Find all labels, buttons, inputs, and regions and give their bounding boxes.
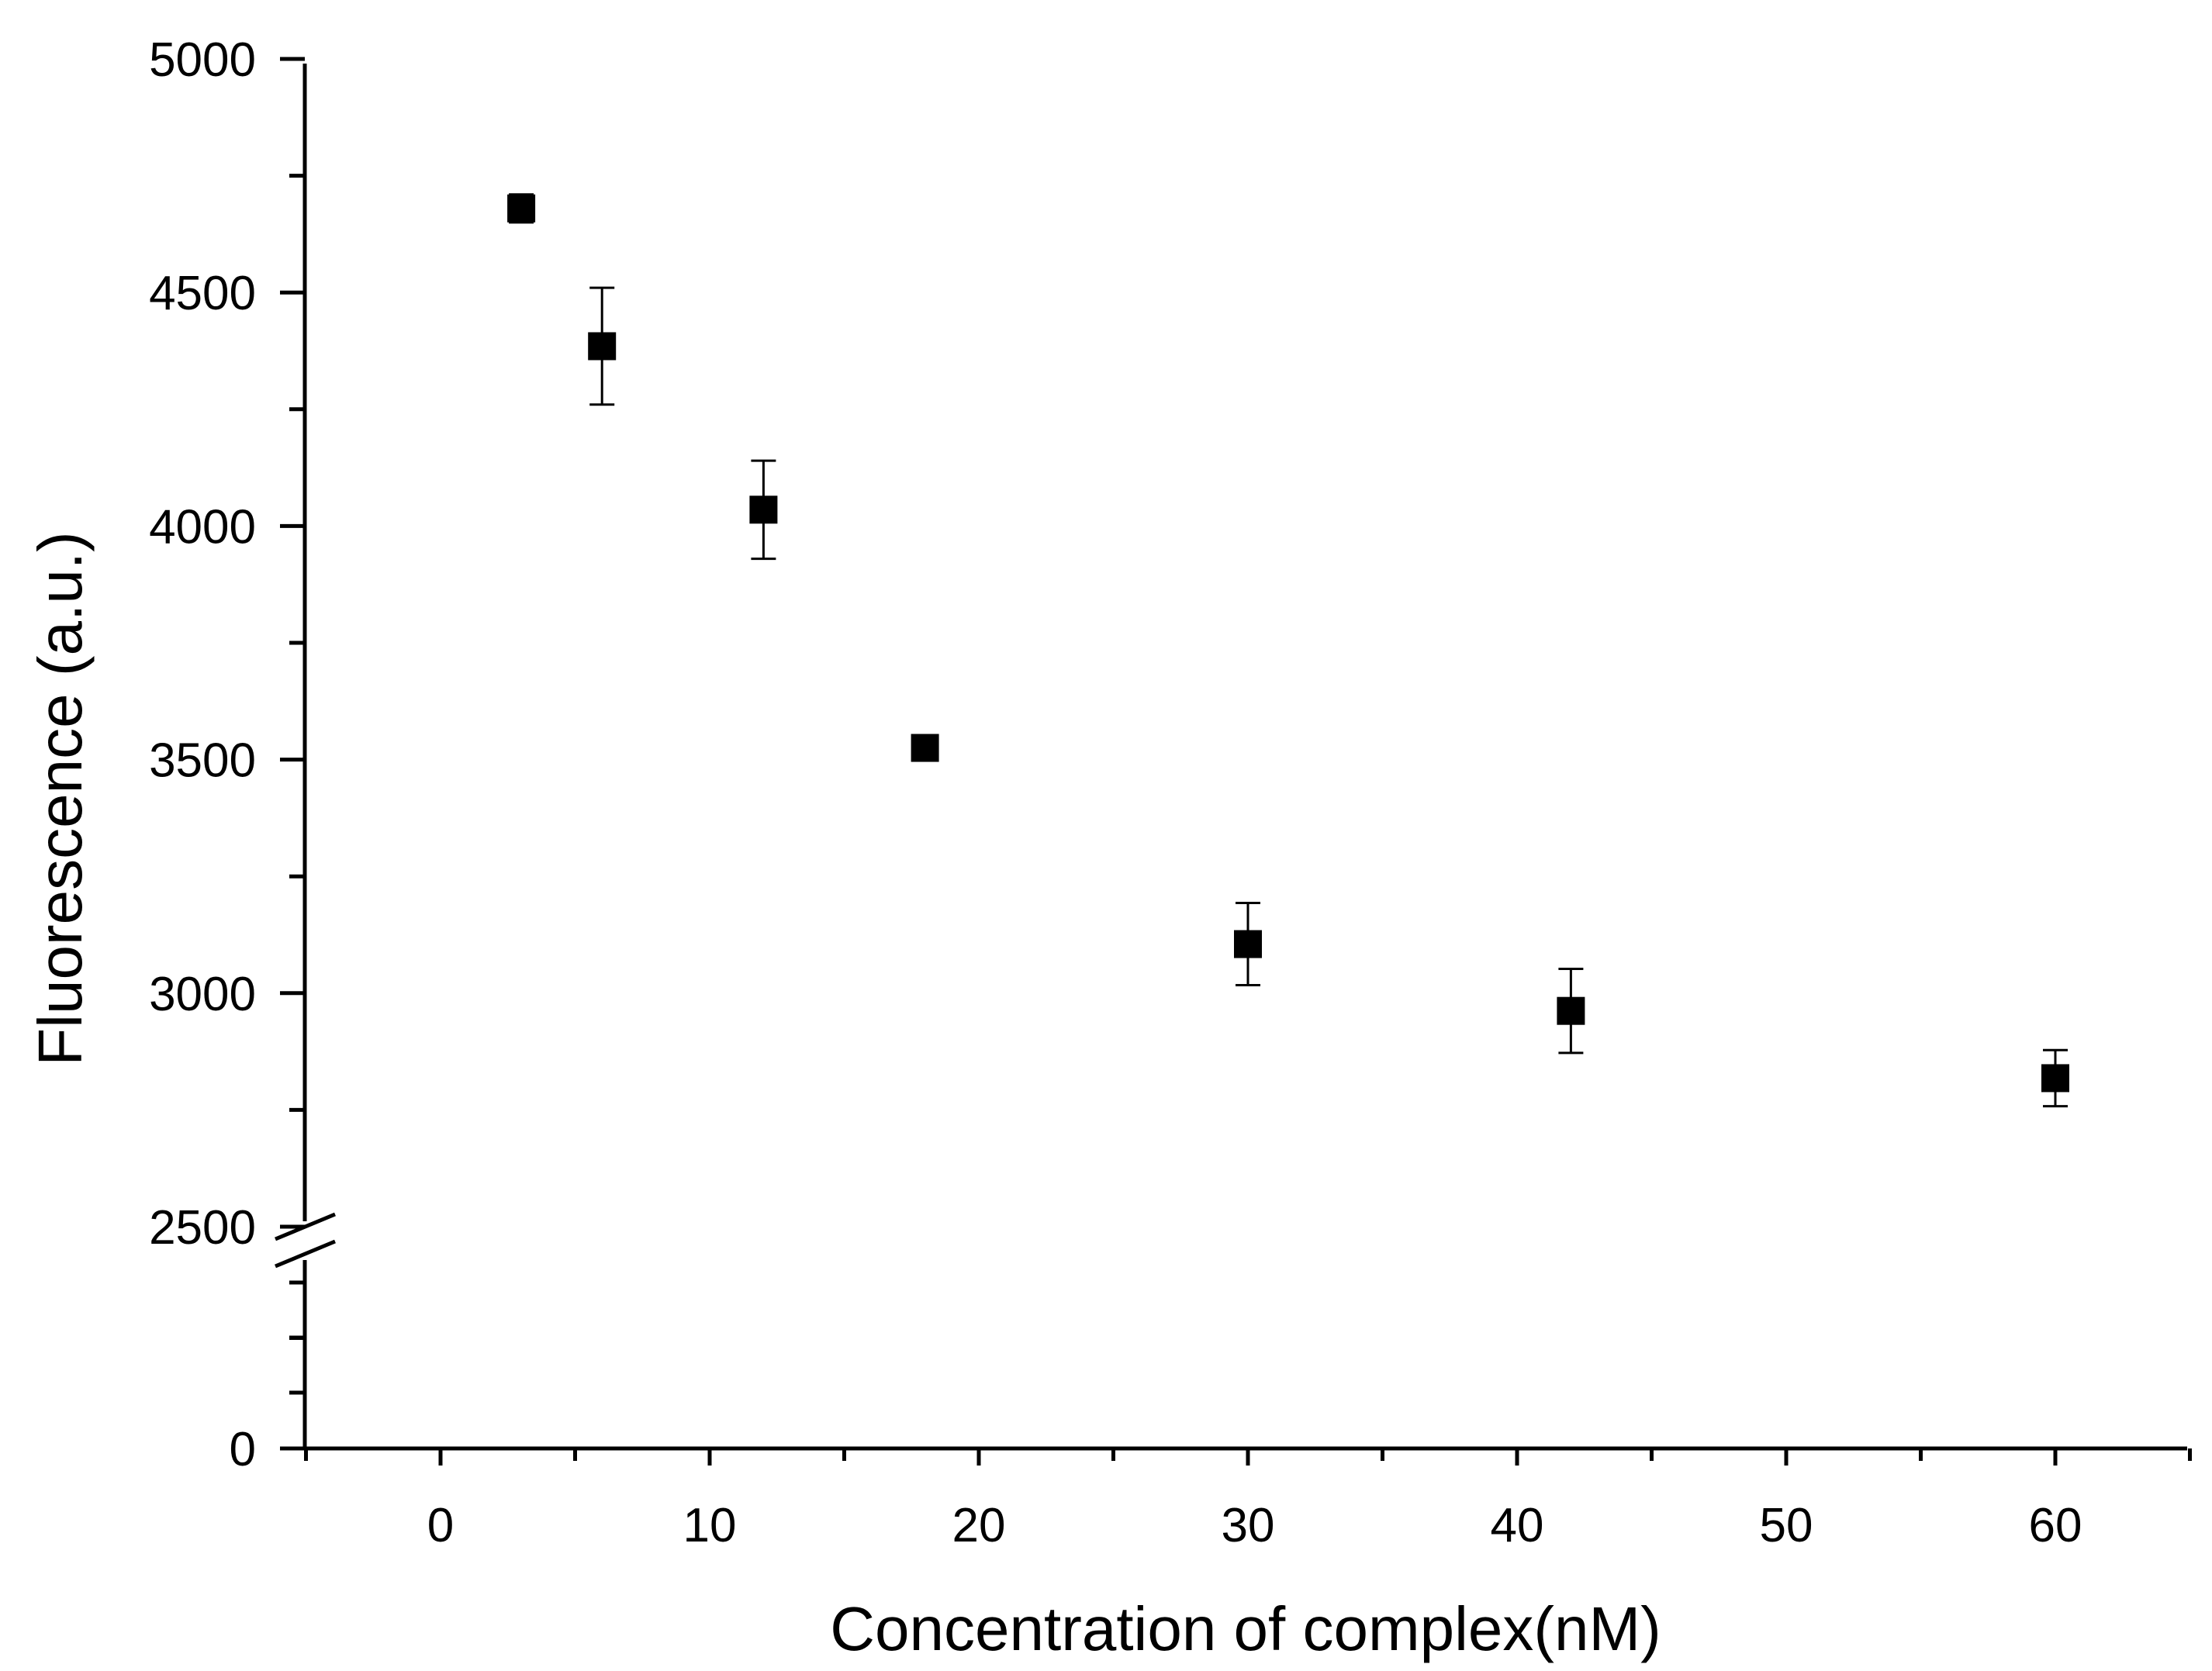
y-tick-label: 2500 <box>149 1201 256 1255</box>
data-point <box>588 332 617 361</box>
x-tick-label: 60 <box>2029 1499 2082 1552</box>
y-tick-label: 3000 <box>149 968 256 1021</box>
y-axis-title: Fluorescence (a.u.) <box>26 531 95 1065</box>
ticks <box>280 57 2192 1466</box>
y-tick-label: 3500 <box>149 734 256 788</box>
y-tick-label: 4000 <box>149 500 256 554</box>
x-tick-label: 30 <box>1222 1499 1275 1552</box>
data-point <box>1234 930 1262 958</box>
x-tick-label: 0 <box>427 1499 454 1552</box>
y-tick-label: 5000 <box>149 33 256 87</box>
axis-break-mark <box>275 1212 336 1241</box>
data-point <box>749 495 778 524</box>
data-point <box>1557 996 1585 1025</box>
data-point <box>507 194 536 223</box>
data-point <box>2041 1064 2069 1093</box>
x-tick-label: 50 <box>1760 1499 1813 1552</box>
x-axis-title: Concentration of complex(nM) <box>830 1594 1661 1663</box>
data-points <box>507 194 2069 1093</box>
data-point <box>911 734 939 762</box>
error-bars <box>509 193 2068 1108</box>
x-tick-label: 20 <box>952 1499 1006 1552</box>
y-tick-label: 0 <box>230 1423 256 1476</box>
axes <box>275 64 2187 1451</box>
x-tick-label: 40 <box>1491 1499 1544 1552</box>
tick-labels: 0 10 20 30 40 50 60 0 2500 3000 3500 4000 4500 5000 <box>149 33 2082 1552</box>
axis-break-mark <box>275 1239 336 1269</box>
y-tick-label: 4500 <box>149 267 256 320</box>
x-tick-label: 10 <box>683 1499 737 1552</box>
